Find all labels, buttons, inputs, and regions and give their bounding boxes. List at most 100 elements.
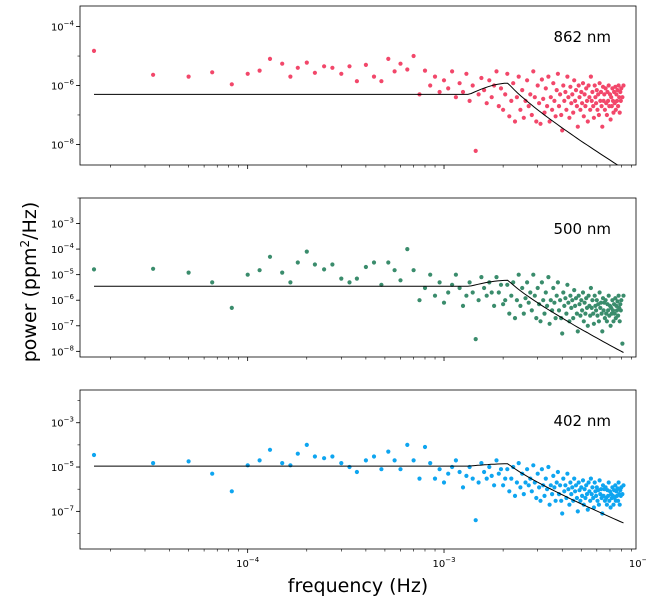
data-point bbox=[516, 272, 521, 277]
data-point bbox=[542, 493, 547, 498]
data-point bbox=[570, 485, 575, 490]
x-tick-label: 10−4 bbox=[236, 556, 260, 570]
data-point bbox=[492, 483, 497, 488]
data-point bbox=[597, 81, 602, 86]
data-point bbox=[609, 311, 614, 316]
data-point bbox=[521, 311, 526, 316]
data-point bbox=[507, 489, 512, 494]
scatter-series bbox=[91, 442, 626, 523]
data-point bbox=[245, 272, 250, 277]
data-point bbox=[576, 83, 581, 88]
data-point bbox=[492, 303, 497, 308]
data-point bbox=[613, 84, 618, 89]
data-point bbox=[616, 104, 621, 109]
model-fit-line bbox=[94, 463, 624, 524]
data-point bbox=[518, 485, 523, 490]
data-point bbox=[571, 316, 576, 321]
data-point bbox=[398, 61, 403, 66]
panel-1: 10−4 10−6 10−8 862 nm bbox=[51, 5, 637, 169]
data-point bbox=[398, 278, 403, 283]
data-point bbox=[621, 293, 626, 298]
data-point bbox=[417, 476, 422, 481]
data-point bbox=[552, 300, 557, 305]
data-point bbox=[245, 463, 250, 468]
data-point bbox=[322, 456, 327, 461]
data-point bbox=[567, 502, 572, 507]
data-point bbox=[582, 92, 587, 97]
data-point bbox=[598, 492, 603, 497]
data-point bbox=[547, 321, 552, 326]
data-point bbox=[561, 290, 566, 295]
data-point bbox=[479, 461, 484, 466]
data-point bbox=[267, 254, 273, 259]
data-point bbox=[371, 260, 377, 265]
data-point bbox=[479, 275, 484, 280]
data-point bbox=[379, 467, 384, 472]
data-point bbox=[585, 323, 590, 328]
data-point bbox=[542, 311, 547, 316]
data-point bbox=[547, 502, 552, 507]
data-point bbox=[295, 260, 300, 265]
data-point bbox=[606, 83, 611, 88]
y-tick-label: 10−8 bbox=[51, 344, 74, 358]
data-point bbox=[411, 268, 416, 273]
data-point bbox=[580, 493, 585, 498]
data-point bbox=[587, 489, 592, 494]
x-tick-label: 10−3 bbox=[432, 556, 455, 570]
data-point bbox=[576, 293, 581, 298]
data-point bbox=[371, 454, 377, 459]
data-point bbox=[556, 104, 562, 109]
data-point bbox=[354, 276, 359, 281]
data-point bbox=[574, 495, 580, 501]
data-point bbox=[607, 498, 612, 503]
data-point bbox=[523, 480, 528, 485]
data-point bbox=[428, 272, 433, 277]
data-point bbox=[568, 84, 573, 89]
y-tick-label: 10−4 bbox=[51, 242, 75, 256]
data-point bbox=[457, 469, 462, 475]
data-point bbox=[550, 107, 555, 112]
data-point bbox=[581, 114, 586, 119]
y-tick-label: 10−5 bbox=[51, 460, 74, 474]
data-point bbox=[330, 65, 335, 70]
data-point bbox=[516, 74, 521, 79]
data-point bbox=[608, 505, 613, 510]
data-point bbox=[595, 498, 600, 503]
data-point bbox=[257, 68, 262, 73]
data-point bbox=[186, 74, 191, 79]
data-point bbox=[573, 88, 579, 93]
data-point bbox=[528, 92, 533, 97]
data-point bbox=[586, 293, 591, 298]
panel-3: 10−3 10−5 10−7 402 nm 10−4 10−3 10−2 bbox=[51, 389, 646, 570]
data-point bbox=[619, 298, 624, 303]
data-point bbox=[602, 316, 608, 321]
data-point bbox=[304, 249, 309, 254]
data-point bbox=[347, 64, 352, 69]
data-point bbox=[91, 267, 97, 272]
data-point bbox=[606, 308, 611, 313]
data-point bbox=[585, 507, 590, 512]
data-point bbox=[484, 293, 489, 298]
data-point bbox=[210, 471, 215, 476]
data-point bbox=[541, 96, 546, 101]
data-point bbox=[614, 98, 620, 103]
data-point bbox=[604, 311, 609, 316]
data-point bbox=[572, 476, 577, 481]
data-point bbox=[591, 495, 596, 501]
data-point bbox=[583, 104, 588, 109]
data-point bbox=[405, 442, 410, 447]
data-point bbox=[560, 511, 565, 516]
data-point bbox=[535, 285, 540, 291]
data-point bbox=[257, 458, 262, 463]
data-point bbox=[392, 268, 397, 273]
data-point bbox=[304, 60, 309, 65]
data-point bbox=[573, 296, 579, 301]
data-point bbox=[537, 101, 542, 106]
data-point bbox=[558, 92, 563, 97]
data-point bbox=[613, 483, 618, 488]
data-point bbox=[489, 95, 494, 100]
data-point bbox=[245, 71, 250, 76]
data-point bbox=[267, 447, 273, 452]
data-point bbox=[363, 264, 368, 270]
data-point bbox=[312, 454, 317, 459]
